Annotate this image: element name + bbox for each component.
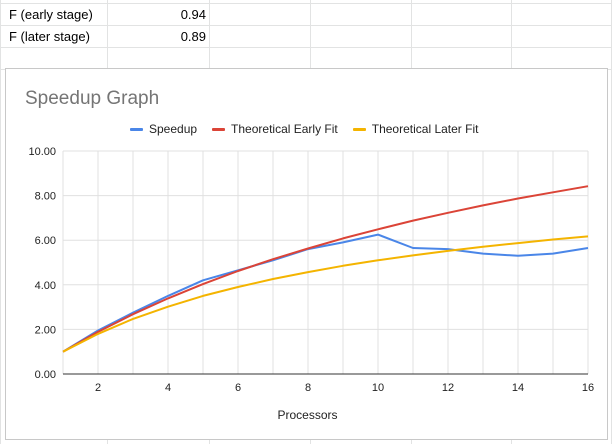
x-tick-label: 12: [442, 382, 454, 394]
legend-label-early-fit: Theoretical Early Fit: [231, 122, 338, 136]
x-tick-label: 14: [512, 382, 524, 394]
x-tick-label: 6: [235, 382, 241, 394]
cell-a2[interactable]: F (later stage): [9, 29, 90, 44]
series-line-theoretical-early-fit: [62, 185, 589, 353]
chart-plot: 0.00 2.00 4.00 6.00 8.00 10.00 2 4 6 8 10 12 14 16: [28, 146, 594, 394]
legend-swatch-speedup: [130, 127, 143, 131]
y-tick-label: 0.00: [35, 369, 56, 381]
x-tick-label: 8: [305, 382, 311, 394]
legend-item-later-fit: Theoretical Later Fit: [352, 122, 479, 136]
y-tick-label: 4.00: [35, 280, 56, 292]
y-tick-label: 6.00: [35, 235, 56, 247]
legend-label-speedup: Speedup: [149, 122, 198, 136]
legend-item-speedup: Speedup: [130, 122, 197, 136]
legend-label-later-fit: Theoretical Later Fit: [371, 122, 479, 136]
chart-container[interactable]: Speedup Graph Speedup Theoretical Early …: [5, 68, 608, 440]
x-tick-label: 2: [95, 382, 101, 394]
x-axis-label: Processors: [277, 408, 338, 422]
chart-legend: Speedup Theoretical Early Fit Theoretica…: [130, 121, 478, 137]
legend-item-early-fit: Theoretical Early Fit: [212, 122, 338, 136]
x-tick-label: 4: [165, 382, 171, 394]
cell-b1[interactable]: 0.94: [180, 7, 206, 22]
y-tick-label: 2.00: [35, 324, 56, 336]
legend-swatch-later-fit: [352, 127, 366, 131]
x-tick-label: 10: [372, 382, 384, 394]
series-line-speedup: [62, 233, 589, 353]
y-tick-label: 8.00: [35, 191, 56, 203]
chart-title: Speedup Graph: [25, 88, 160, 109]
y-tick-label: 10.00: [28, 146, 56, 158]
x-tick-label: 16: [582, 382, 594, 394]
series-line-theoretical-later-fit: [62, 235, 589, 353]
legend-swatch-early-fit: [212, 127, 226, 131]
cell-b2[interactable]: 0.89: [180, 29, 206, 44]
cell-a1[interactable]: F (early stage): [9, 7, 93, 22]
